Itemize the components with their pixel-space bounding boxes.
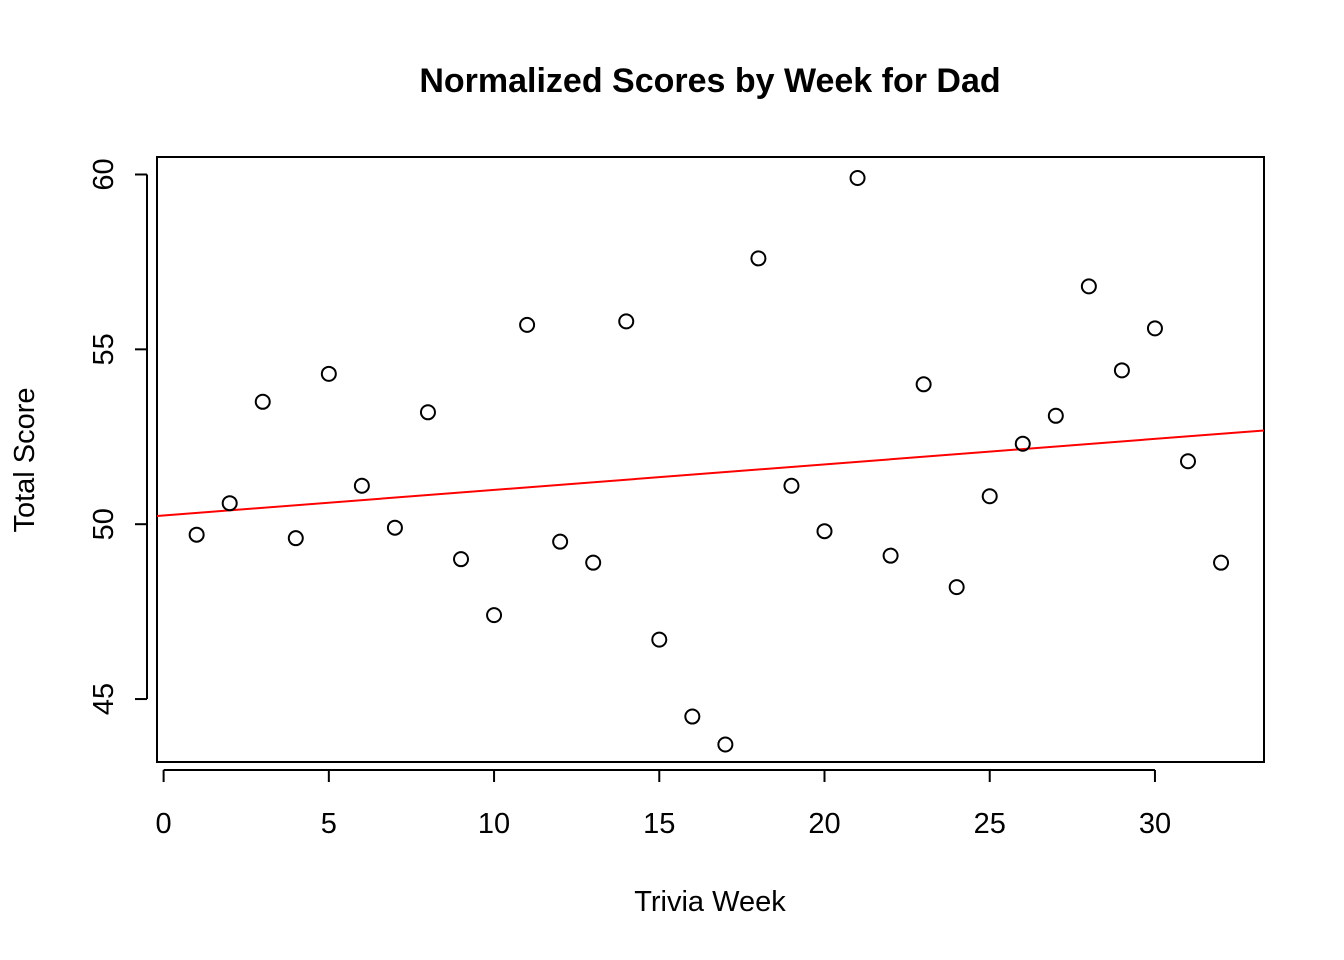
trend-line <box>156 429 1265 517</box>
data-point <box>320 365 337 382</box>
data-point <box>981 488 998 505</box>
data-point <box>353 477 370 494</box>
data-point <box>386 519 403 536</box>
data-point <box>1080 278 1097 295</box>
x-tick-label: 30 <box>1139 808 1171 840</box>
y-tick-label: 45 <box>88 683 120 715</box>
y-axis: 45 50 55 60 <box>88 158 148 715</box>
x-tick-label: 15 <box>643 808 675 840</box>
data-point <box>1047 407 1064 424</box>
data-point <box>816 523 833 540</box>
data-point <box>221 495 238 512</box>
x-tick-label: 5 <box>321 808 337 840</box>
x-tick-label: 20 <box>808 808 840 840</box>
data-point <box>915 376 932 393</box>
y-tick-label: 55 <box>88 333 120 365</box>
x-axis-label: Trivia Week <box>634 886 786 918</box>
data-point <box>948 579 965 596</box>
y-tick-label: 50 <box>88 508 120 540</box>
chart-title: Normalized Scores by Week for Dad <box>419 62 1000 100</box>
data-point <box>849 169 866 186</box>
data-point <box>1179 453 1196 470</box>
x-axis: 0 5 10 15 20 25 30 <box>156 769 1171 840</box>
plot-frame <box>156 156 1265 763</box>
y-axis-label: Total Score <box>9 387 41 532</box>
data-point <box>1213 554 1230 571</box>
data-point <box>419 404 436 421</box>
x-tick-label: 0 <box>156 808 172 840</box>
data-point <box>188 526 205 543</box>
data-point <box>618 313 635 330</box>
trend-line-group <box>156 429 1265 517</box>
data-point <box>1113 362 1130 379</box>
data-point <box>585 554 602 571</box>
data-point <box>287 530 304 547</box>
x-tick-label: 25 <box>974 808 1006 840</box>
data-point <box>486 607 503 624</box>
y-tick-label: 60 <box>88 158 120 190</box>
data-point <box>453 551 470 568</box>
data-point <box>1146 320 1163 337</box>
data-points <box>188 169 1230 753</box>
data-point <box>882 547 899 564</box>
data-point <box>783 477 800 494</box>
data-point <box>254 393 271 410</box>
x-tick-label: 10 <box>478 808 510 840</box>
data-point <box>1014 435 1031 452</box>
data-point <box>750 250 767 267</box>
data-point <box>651 631 668 648</box>
data-point <box>717 736 734 753</box>
data-point <box>519 316 536 333</box>
data-point <box>552 533 569 550</box>
data-point <box>684 708 701 725</box>
